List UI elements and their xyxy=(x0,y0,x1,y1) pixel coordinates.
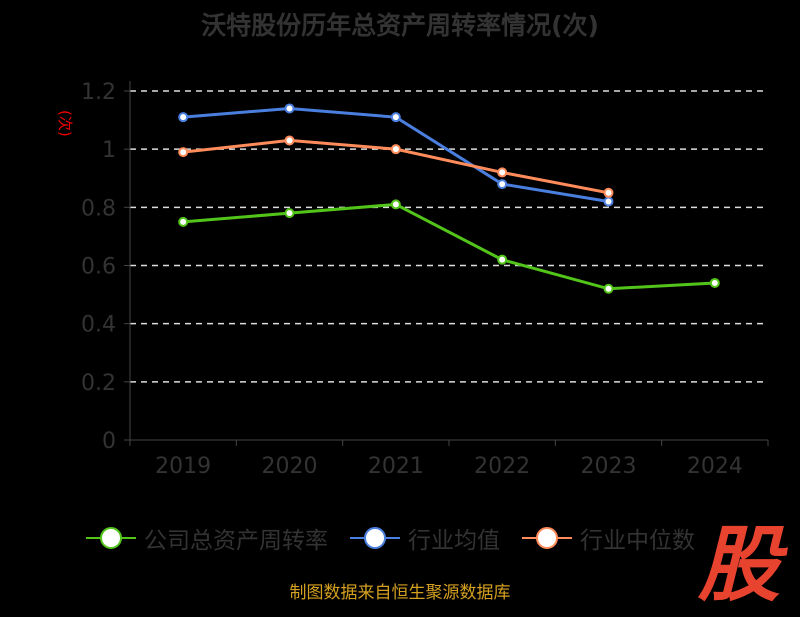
data-point xyxy=(178,147,189,158)
data-point xyxy=(497,254,508,265)
data-point xyxy=(178,216,189,227)
data-point xyxy=(178,112,189,123)
x-tick-label: 2024 xyxy=(687,454,743,479)
data-point xyxy=(284,135,295,146)
legend-item-industry-median[interactable]: 行业中位数 xyxy=(522,521,695,555)
legend-item-company[interactable]: 公司总资产周转率 xyxy=(86,521,328,555)
data-point xyxy=(390,112,401,123)
data-point xyxy=(284,208,295,219)
data-point xyxy=(284,103,295,114)
y-tick-label: 0.2 xyxy=(81,371,116,396)
data-point xyxy=(603,283,614,294)
logo: 股 xyxy=(698,518,780,613)
line-chart: 0 0.2 0.4 0.6 0.8 1 1.2 2019 2020 2021 2022 2023 202… xyxy=(81,80,769,479)
chart-title: 沃特股份历年总资产周转率情况(次) xyxy=(201,11,599,40)
x-tick-label: 2021 xyxy=(368,454,424,479)
legend-label: 行业中位数 xyxy=(580,528,695,554)
x-tick-label: 2022 xyxy=(474,454,530,479)
x-tick-label: 2019 xyxy=(155,454,211,479)
data-point xyxy=(603,187,614,198)
source-note: 制图数据来自恒生聚源数据库 xyxy=(289,583,511,603)
y-tick-label: 0.8 xyxy=(81,196,116,221)
y-tick-label: 0 xyxy=(102,429,116,454)
legend-label: 行业均值 xyxy=(408,528,500,554)
y-tick-label: 1.2 xyxy=(81,80,116,105)
x-tick-label: 2023 xyxy=(581,454,637,479)
legend-item-industry-avg[interactable]: 行业均值 xyxy=(350,521,500,555)
data-point xyxy=(390,144,401,155)
y-tick-label: 0.4 xyxy=(81,313,116,338)
y-tick-label: 0.6 xyxy=(81,255,116,280)
legend-label: 公司总资产周转率 xyxy=(144,528,328,554)
series-line-0 xyxy=(183,202,715,291)
data-point xyxy=(497,167,508,178)
data-point xyxy=(497,179,508,190)
series-line-1 xyxy=(183,106,609,203)
x-tick-label: 2020 xyxy=(262,454,318,479)
y-tick-label: 1 xyxy=(102,138,116,163)
legend: 公司总资产周转率 行业均值 行业中位数 xyxy=(86,521,695,555)
data-point xyxy=(390,199,401,210)
data-point xyxy=(709,277,720,288)
data-point xyxy=(603,196,614,207)
